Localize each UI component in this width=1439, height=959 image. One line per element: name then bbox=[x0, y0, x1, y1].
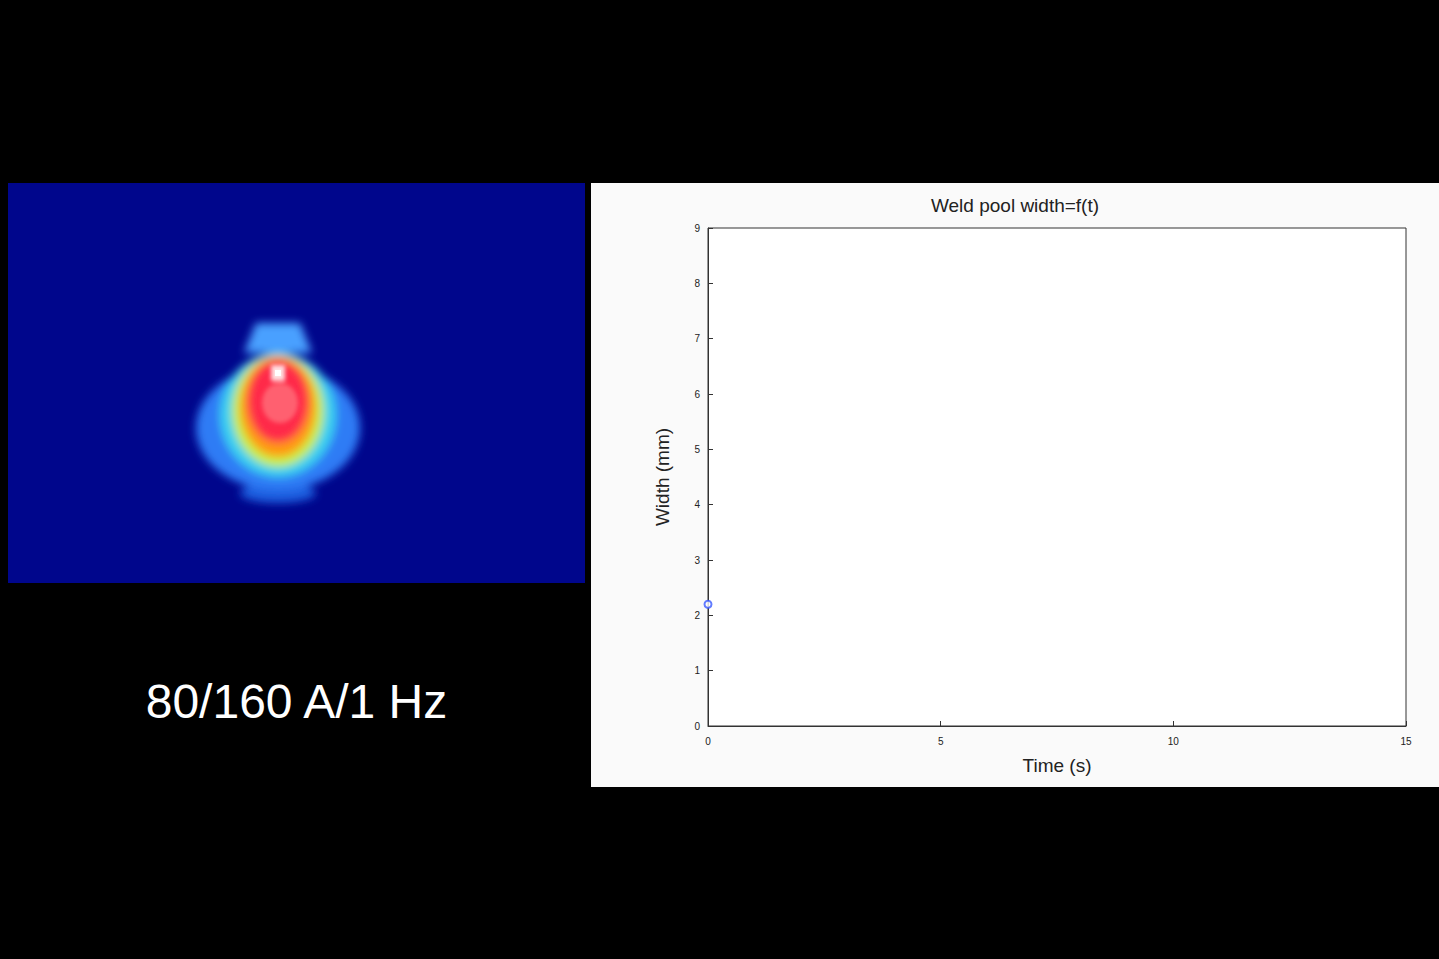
svg-text:0: 0 bbox=[705, 736, 711, 747]
svg-text:8: 8 bbox=[694, 278, 700, 289]
svg-text:5: 5 bbox=[938, 736, 944, 747]
svg-text:Width (mm): Width (mm) bbox=[652, 428, 673, 526]
svg-text:5: 5 bbox=[694, 444, 700, 455]
svg-text:1: 1 bbox=[694, 665, 700, 676]
svg-text:3: 3 bbox=[694, 555, 700, 566]
svg-text:7: 7 bbox=[694, 333, 700, 344]
svg-text:15: 15 bbox=[1400, 736, 1412, 747]
svg-text:Weld pool width=f(t): Weld pool width=f(t) bbox=[931, 195, 1099, 216]
svg-text:2: 2 bbox=[694, 610, 700, 621]
svg-text:4: 4 bbox=[694, 499, 700, 510]
svg-text:6: 6 bbox=[694, 389, 700, 400]
svg-text:10: 10 bbox=[1168, 736, 1180, 747]
svg-text:9: 9 bbox=[694, 223, 700, 234]
html-text:80/160 A/1 Hz: 80/160 A/1 Hz bbox=[145, 675, 448, 728]
svg-text:Time (s): Time (s) bbox=[1023, 755, 1092, 776]
svg-text:0: 0 bbox=[694, 721, 700, 732]
